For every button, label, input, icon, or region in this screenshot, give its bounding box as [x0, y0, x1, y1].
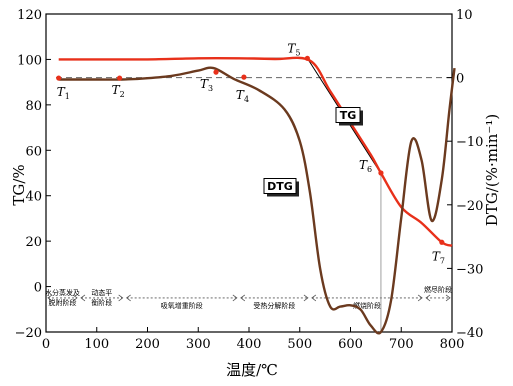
x-tick-label: 100: [84, 337, 109, 352]
y-left-tick-label: −20: [15, 326, 42, 341]
y-right-tick-label: −20: [456, 199, 483, 214]
y-left-tick-label: 0: [34, 281, 42, 296]
series-label-tg: TG: [340, 109, 357, 122]
x-tick-label: 200: [135, 337, 160, 352]
stage-label: 动态平: [91, 288, 112, 297]
marker-point-t1: [56, 75, 62, 81]
x-tick-label: 600: [338, 337, 363, 352]
stage-arrow-right: [118, 294, 124, 302]
marker-point-t3: [213, 69, 219, 75]
x-tick-label: 500: [287, 337, 312, 352]
y-left-tick-label: 20: [25, 235, 42, 250]
stage-arrow-right: [417, 294, 423, 302]
stage-label: 衡阶段: [91, 298, 112, 307]
y-right-tick-label: −10: [456, 135, 483, 150]
x-axis-title: 温度/℃: [226, 361, 278, 379]
stage-label: 脱附阶段: [48, 298, 76, 307]
marker-label-t3: T3: [200, 77, 213, 93]
y-right-axis-title: DTG/(%·min⁻¹): [483, 114, 501, 226]
series-label-tg-box: [335, 107, 361, 123]
marker-point-t6: [378, 170, 384, 176]
stage-label: 水分蒸发及: [45, 288, 80, 297]
x-tick-label: 700: [389, 337, 414, 352]
series-label-dtg-box: [263, 178, 297, 194]
stage-arrow-left: [47, 294, 53, 302]
y-left-tick-label: 60: [25, 144, 42, 159]
marker-point-t4: [241, 74, 247, 80]
x-tick-label: 400: [237, 337, 262, 352]
x-tick-label: 800: [440, 337, 465, 352]
marker-point-t2: [116, 75, 123, 81]
plot-frame: [45, 13, 453, 333]
stage-arrow-right: [445, 294, 451, 302]
marker-label-t2: T2: [112, 83, 125, 99]
marker-label-t5: T5: [287, 41, 300, 57]
stage-arrow-right: [72, 294, 78, 302]
stage-arrow-left: [311, 294, 317, 302]
y-left-tick-label: 100: [17, 53, 42, 68]
marker-point-t5: [304, 55, 310, 61]
y-right-tick-label: 10: [456, 8, 473, 23]
y-right-tick-label: 0: [456, 72, 464, 87]
y-left-tick-label: 120: [17, 8, 42, 23]
y-left-tick-label: 40: [25, 190, 42, 205]
marker-label-t4: T4: [236, 88, 249, 104]
x-tick-label: 300: [186, 337, 211, 352]
y-right-tick-label: −40: [456, 326, 483, 341]
stage-label: 燃烧阶段: [353, 301, 381, 310]
stage-arrow-right: [232, 294, 238, 302]
stage-arrow-left: [240, 294, 246, 302]
x-tick-label: 0: [42, 337, 50, 352]
stage-arrow-right: [303, 294, 309, 302]
marker-point-t7: [439, 239, 445, 245]
y-right-tick-label: −30: [456, 262, 483, 277]
marker-label-t1: T1: [57, 85, 70, 101]
y-left-axis-title: TG/%: [10, 164, 28, 205]
marker-label-t6: T6: [359, 158, 372, 174]
series-line-dtg: [58, 66, 456, 335]
stage-arrow-left: [425, 294, 431, 302]
stage-arrow-left: [125, 294, 131, 302]
stage-label: 吸氧增重阶段: [161, 301, 203, 310]
marker-label-t7: T7: [432, 249, 445, 265]
y-left-tick-label: 80: [25, 99, 42, 114]
stage-label: 燃尽阶段: [424, 285, 452, 294]
stage-label: 受热分解阶段: [253, 301, 295, 310]
stage-arrow-left: [80, 294, 86, 302]
series-label-dtg: DTG: [267, 180, 293, 193]
series-line-tg: [58, 56, 453, 247]
